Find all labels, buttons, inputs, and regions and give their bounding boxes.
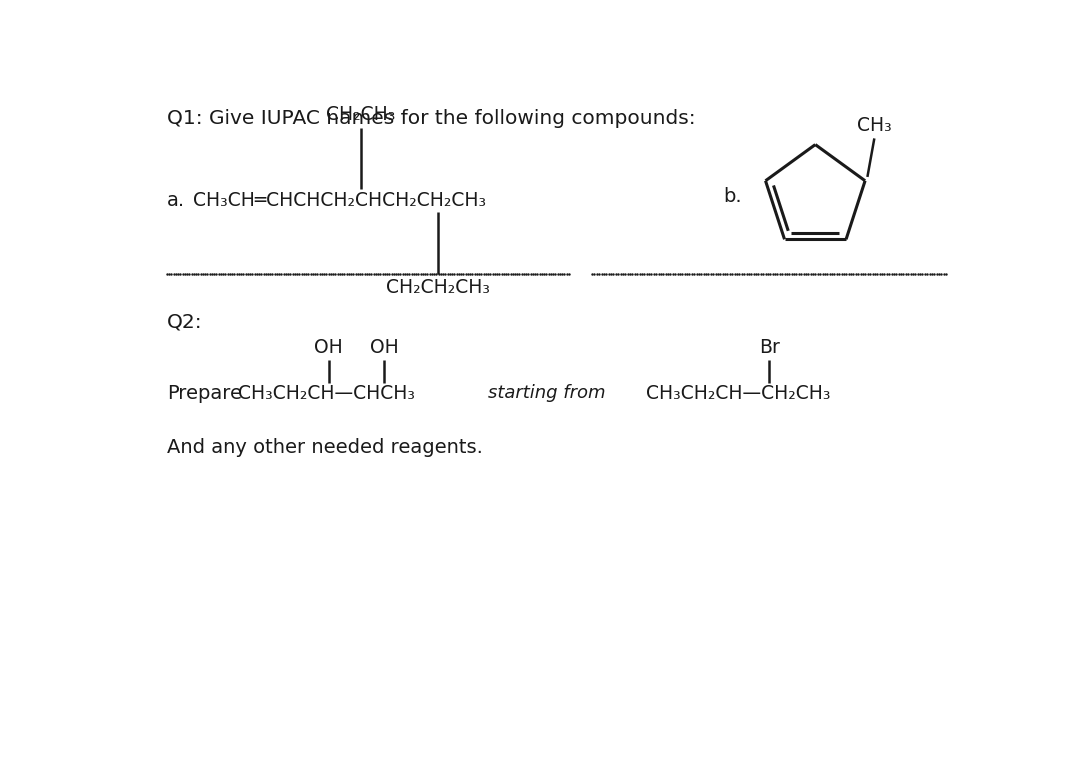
Text: starting from: starting from [488,384,606,402]
Text: OH: OH [314,338,343,357]
Text: Prepare: Prepare [167,384,242,403]
Text: OH: OH [369,338,399,357]
Text: Q2:: Q2: [167,312,203,331]
Text: CH₃: CH₃ [856,115,892,135]
Text: CH₃CH₂CH—CHCH₃: CH₃CH₂CH—CHCH₃ [238,384,415,403]
Text: CH₃CH₂CH—CH₂CH₃: CH₃CH₂CH—CH₂CH₃ [646,384,831,403]
Text: Q1: Give IUPAC names for the following compounds:: Q1: Give IUPAC names for the following c… [167,109,696,128]
Text: b.: b. [723,188,742,206]
Text: CH₃CH═CHCHCH₂CHCH₂CH₂CH₃: CH₃CH═CHCHCH₂CHCH₂CH₂CH₃ [193,191,486,210]
Text: CH₂CH₂CH₃: CH₂CH₂CH₃ [386,277,490,297]
Text: And any other needed reagents.: And any other needed reagents. [167,438,483,456]
Text: Br: Br [758,338,780,357]
Text: a.: a. [167,191,185,210]
Text: CH₂CH₃: CH₂CH₃ [326,105,395,124]
